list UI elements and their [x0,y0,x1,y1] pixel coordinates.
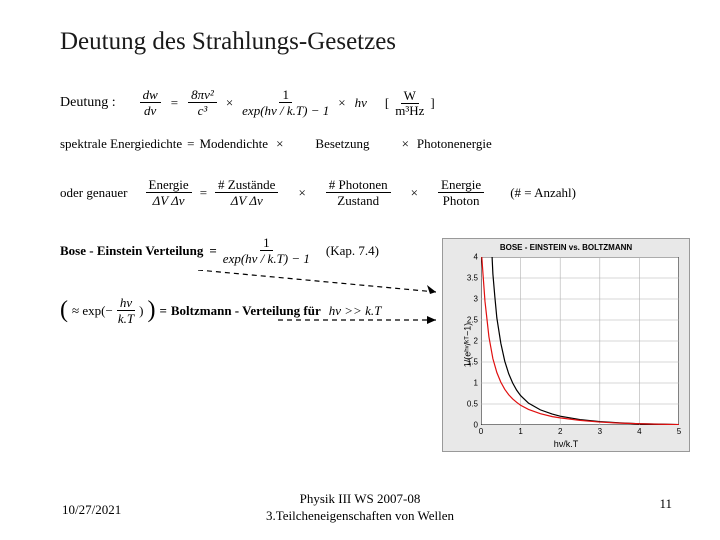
bose-einstein-label: Bose - Einstein Verteilung [60,243,203,259]
energie-photon-fraction: Energie Photon [438,178,484,207]
photon-energy-term: hν [355,95,367,111]
equation-deutung: Deutung : dw dν = 8πν² c³ × 1 exp(hν / k… [60,88,435,117]
ytick-label: 1.5 [467,358,481,367]
unit-fraction: W m³Hz [395,89,424,117]
chart-title: BOSE - EINSTEIN vs. BOLTZMANN [443,243,689,252]
dw-dnu-fraction: dw dν [140,88,161,117]
kapitel-note: (Kap. 7.4) [326,243,379,259]
oder-genauer-label: oder genauer [60,185,128,201]
equals-sign: = [187,136,194,152]
chart-xlabel: hν/k.T [443,439,689,449]
bose-einstein-chart: BOSE - EINSTEIN vs. BOLTZMANN 1/(eʰᵛ/ᵏᵀ−… [442,238,690,452]
equals-sign: = [159,303,166,319]
xtick-label: 5 [677,425,681,436]
equals-sign: = [200,185,207,201]
deutung-label: Deutung : [60,95,116,111]
besetzung-fraction: 1 exp(hν / k.T) − 1 [242,88,329,117]
modendichte-fraction: 8πν² c³ [188,88,217,117]
photonenergie-label: Photonenergie [417,136,492,152]
besetzung-label: Besetzung [315,136,369,152]
open-paren: ( [60,297,68,324]
times-sign: × [411,185,418,201]
close-exp: ) [139,303,143,319]
equation-bose-einstein: Bose - Einstein Verteilung = 1 exp(hν / … [60,236,379,265]
times-sign: × [226,95,233,111]
bose-einstein-fraction: 1 exp(hν / k.T) − 1 [223,236,310,265]
xtick-label: 0 [479,425,483,436]
spektrale-label: spektrale Energiedichte [60,136,182,152]
unit-bracket: [ [385,95,389,111]
ytick-label: 3 [474,295,481,304]
plot-area: 00.511.522.533.54012345 [481,257,679,425]
xtick-label: 1 [518,425,522,436]
ytick-label: 2.5 [467,316,481,325]
ytick-label: 3.5 [467,274,481,283]
times-sign: × [276,136,283,152]
ytick-label: 1 [474,379,481,388]
footer-center: Physik III WS 2007-08 3.Teilcheneigensch… [0,491,720,525]
dashed-arrow-2 [278,314,440,326]
energie-fraction: Energie ΔV Δν [146,178,192,207]
xtick-label: 4 [637,425,641,436]
times-sign: × [298,185,305,201]
xtick-label: 3 [598,425,602,436]
times-sign: × [338,95,345,111]
equation-genauer: oder genauer Energie ΔV Δν = # Zustände … [60,178,576,207]
modendichte-label: Modendichte [199,136,268,152]
equals-sign: = [209,243,216,259]
ytick-label: 4 [474,253,481,262]
ytick-label: 2 [474,337,481,346]
footer-page: 11 [659,496,672,512]
dashed-arrow-1 [198,270,440,296]
close-paren: ) [147,297,155,324]
equation-interpretation: spektrale Energiedichte = Modendichte × … [60,136,492,152]
unit-bracket-close: ] [430,95,434,111]
footer-line1: Physik III WS 2007-08 [0,491,720,508]
zustaende-fraction: # Zustände ΔV Δν [215,178,278,207]
xtick-label: 2 [558,425,562,436]
photonen-fraction: # Photonen Zustand [326,178,391,207]
exp-arg-fraction: hν k.T [117,296,135,325]
ytick-label: 0.5 [467,400,481,409]
plot-svg [481,257,679,425]
anzahl-note: (# = Anzahl) [510,185,576,201]
times-sign: × [402,136,409,152]
approx-sign: ≈ exp(− [72,303,113,319]
footer-line2: 3.Teilcheneigenschaften von Wellen [0,508,720,525]
slide-title: Deutung des Strahlungs-Gesetzes [60,28,396,56]
equals-sign: = [171,95,178,111]
